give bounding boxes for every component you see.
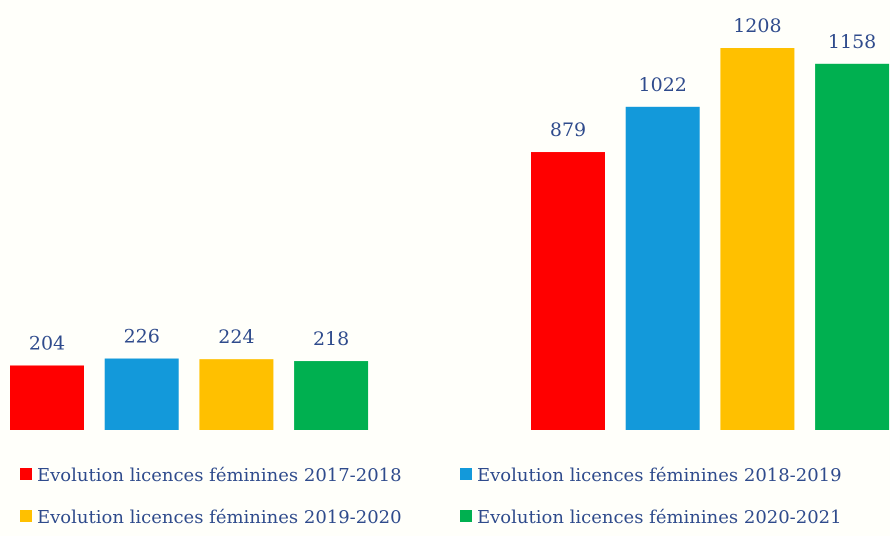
bar [10, 365, 84, 430]
legend-label: Evolution licences féminines 2020-2021 [477, 507, 842, 528]
value-label: 224 [218, 326, 254, 348]
legend-label: Evolution licences féminines 2018-2019 [477, 465, 842, 486]
bar [720, 48, 795, 430]
legend-label: Evolution licences féminines 2017-2018 [37, 465, 402, 486]
legend-swatch [20, 510, 32, 522]
legend-swatch [20, 468, 32, 480]
value-label: 1022 [639, 74, 687, 96]
value-label: 1158 [828, 31, 876, 53]
value-label: 218 [313, 328, 349, 350]
value-label: 226 [124, 326, 160, 348]
bar [531, 152, 605, 430]
bar [104, 358, 179, 430]
legend-swatch [460, 510, 472, 522]
bar [294, 361, 369, 430]
bar [199, 359, 274, 430]
legend-label: Evolution licences féminines 2019-2020 [37, 507, 402, 528]
value-label: 879 [550, 119, 586, 141]
value-label: 204 [29, 332, 65, 354]
legend-swatch [460, 468, 472, 480]
bar [625, 106, 700, 431]
value-label: 1208 [733, 15, 781, 37]
bar [815, 63, 890, 431]
